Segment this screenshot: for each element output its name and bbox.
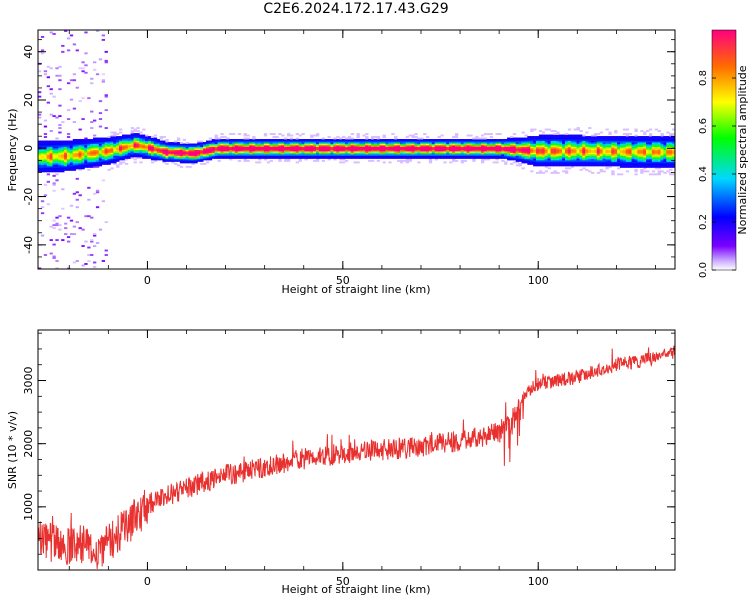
spectrogram-x-tick-label: 50: [336, 274, 350, 287]
snr-frame: [37, 329, 676, 571]
snr-x-tick-label: 0: [144, 575, 151, 588]
colorbar-tick-label: 0.8: [698, 70, 709, 86]
snr-series-line: [38, 345, 675, 569]
spectrogram-frame: [37, 29, 676, 270]
spectrogram-panel: 0 50 100 -40 -20 0 20 40 Height of straight lin…: [6, 29, 676, 296]
spectrogram-y-axis-label: Frequency (Hz): [6, 109, 19, 192]
spectrogram-y-tick-label: 20: [22, 93, 35, 107]
spectrogram-y-tick-label: 40: [22, 45, 35, 59]
snr-y-tick-label: 2000: [22, 430, 35, 458]
spectrogram-ticks: 0 50 100 -40 -20 0 20 40: [22, 30, 675, 287]
spectrogram-x-axis-label: Height of straight line (km): [281, 283, 430, 296]
snr-x-tick-label: 100: [528, 575, 549, 588]
spectrogram-x-tick-label: 0: [144, 274, 151, 287]
snr-y-tick-label: 3000: [22, 367, 35, 395]
snr-panel: 0 50 100 1000 2000 3000 Height of straight li…: [6, 329, 676, 596]
snr-x-tick-label: 50: [336, 575, 350, 588]
spectrogram-y-tick-label: -20: [22, 188, 35, 206]
spectrogram-y-tick-label: 0: [22, 145, 35, 152]
colorbar-ticks: 0.0 0.2 0.4 0.6 0.8: [698, 70, 736, 278]
spectrogram-x-tick-label: 100: [528, 274, 549, 287]
spectrogram-heatmap: [38, 30, 675, 269]
snr-ticks: 0 50 100 1000 2000 3000: [22, 330, 675, 588]
colorbar-tick-label: 0.6: [698, 118, 709, 134]
colorbar-frame: [711, 29, 737, 271]
figure-title: C2E6.2024.172.17.43.G29: [263, 1, 449, 17]
colorbar-tick-label: 0.4: [698, 166, 709, 182]
colorbar-label: Normalized spectral amplitude: [736, 65, 749, 234]
spectrogram-y-tick-label: -40: [22, 236, 35, 254]
colorbar-tick-label: 0.2: [698, 214, 709, 230]
colorbar-gradient: [712, 30, 736, 270]
snr-y-axis-label: SNR (10 * v/v): [6, 411, 19, 489]
colorbar-tick-label: 0.0: [698, 262, 709, 278]
colorbar: 0.0 0.2 0.4 0.6 0.8 Normalized spectral ampl…: [698, 29, 749, 278]
snr-y-tick-label: 1000: [22, 493, 35, 521]
snr-x-axis-label: Height of straight line (km): [281, 583, 430, 596]
